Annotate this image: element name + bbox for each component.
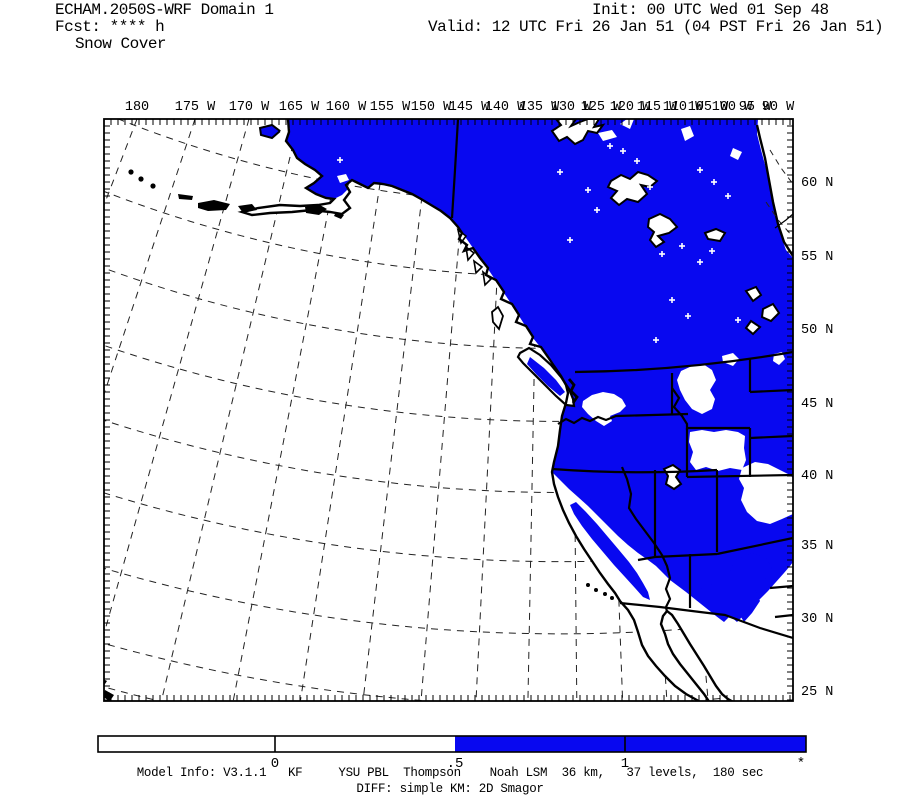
lon-label: 115 W	[637, 100, 678, 115]
lon-label: 90 W	[762, 100, 795, 115]
field-name: Snow Cover	[75, 35, 167, 53]
lon-label: 160 W	[326, 100, 367, 115]
lat-label: 60 N	[801, 176, 833, 191]
forecast-hour: Fcst: **** h	[55, 18, 165, 36]
lon-label: 120 W	[610, 100, 651, 115]
colorbar-tick-label: .5	[447, 756, 464, 772]
lat-label: 50 N	[801, 323, 833, 338]
lon-label: 130 W	[551, 100, 592, 115]
init-time: Init: 00 UTC Wed 01 Sep 48	[592, 1, 829, 19]
valid-time: Valid: 12 UTC Fri 26 Jan 51 (04 PST Fri …	[428, 18, 884, 36]
lake-plus-marks	[337, 143, 741, 343]
lat-label: 40 N	[801, 469, 833, 484]
diffusion-info-line: DIFF: simple KM: 2D Smagor	[356, 782, 544, 796]
colorbar: 0 .5 1 *	[97, 735, 807, 772]
lon-label: 95 W	[739, 100, 772, 115]
lon-label: 140 W	[485, 100, 526, 115]
lat-label: 35 N	[801, 539, 833, 554]
lat-label: 55 N	[801, 250, 833, 265]
colorbar-tick-label: 1	[621, 756, 629, 772]
latitude-labels: 60 N 55 N 50 N 45 N 40 N 35 N 30 N 25 N	[801, 176, 833, 700]
lon-label: 180	[125, 100, 149, 115]
lat-label: 45 N	[801, 397, 833, 412]
lon-label: 135 W	[519, 100, 560, 115]
lon-label: 165 W	[279, 100, 320, 115]
lon-label: 145 W	[449, 100, 490, 115]
lon-label: 155 W	[370, 100, 411, 115]
lon-label: 175 W	[175, 100, 216, 115]
coastline	[237, 119, 734, 701]
lat-label: 25 N	[801, 685, 833, 700]
colorbar-tick-label: 0	[271, 756, 279, 772]
lon-label: 110 W	[663, 100, 704, 115]
lon-label: 125 W	[581, 100, 622, 115]
lon-label: 170 W	[229, 100, 270, 115]
state-borders	[551, 350, 793, 640]
lat-label: 30 N	[801, 612, 833, 627]
map-frame	[103, 118, 794, 702]
model-title: ECHAM.2050S-WRF Domain 1	[55, 1, 274, 19]
lon-label: 105 W	[688, 100, 729, 115]
colorbar-outline	[97, 735, 807, 753]
colorbar-tick-label: *	[797, 756, 805, 772]
model-info-line: Model Info: V3.1.1 KF YSU PBL Thompson N…	[136, 766, 764, 780]
lon-label: 100 W	[712, 100, 753, 115]
lon-label: 150 W	[411, 100, 452, 115]
